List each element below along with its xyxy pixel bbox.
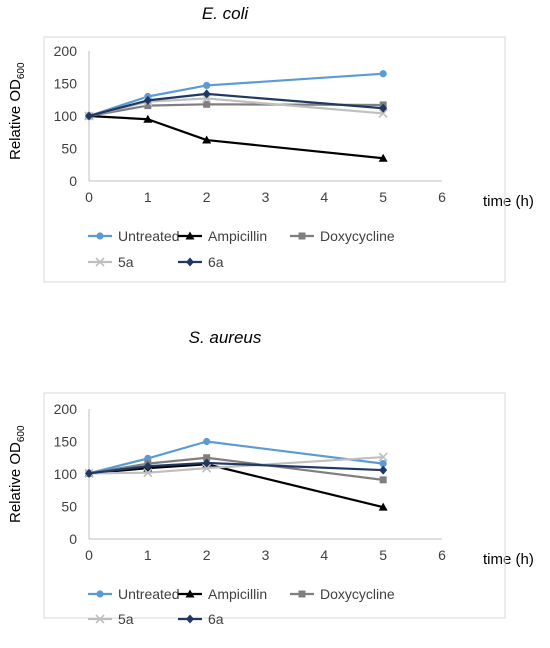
series-line-5a — [88, 456, 384, 475]
chart-title-ecoli: E. coli — [201, 4, 249, 23]
data-point-5a — [378, 452, 388, 462]
x-tick-label: 6 — [438, 189, 446, 205]
legend-item-ampicillin: Ampicillin — [178, 586, 267, 602]
series-line-6a — [88, 461, 384, 475]
legend-marker — [185, 231, 195, 240]
data-point-5a — [143, 468, 153, 478]
data-point-6a — [379, 103, 388, 113]
x-tick-label: 0 — [85, 547, 93, 563]
y-tick-label: 200 — [54, 401, 78, 417]
legend-item-5a: 5a — [88, 254, 134, 270]
data-point-6a — [85, 468, 93, 478]
legend-marker — [298, 232, 306, 240]
legend-label: Untreated — [118, 586, 179, 602]
data-point-6a — [202, 458, 211, 468]
legend-item-doxycycline: Doxycycline — [290, 586, 395, 602]
legend-item-5a: 5a — [88, 611, 134, 627]
y-tick-label: 150 — [54, 434, 78, 450]
legend-label: 6a — [208, 611, 224, 627]
legend-label: Ampicillin — [208, 586, 267, 602]
y-tick-label: 50 — [61, 141, 77, 157]
x-tick-label: 1 — [144, 547, 152, 563]
data-point-5a — [202, 93, 212, 104]
data-point-untreated — [379, 70, 387, 78]
data-point-6a — [202, 89, 211, 99]
data-point-6a — [379, 465, 388, 475]
data-point-5a — [378, 108, 388, 118]
legend-label: 5a — [118, 254, 134, 270]
y-tick-label: 150 — [54, 76, 78, 92]
series-line-doxycycline — [88, 456, 384, 481]
data-point-doxycycline — [203, 454, 211, 462]
legend-marker — [95, 614, 105, 624]
chart-title-saureus: S. aureus — [188, 328, 262, 347]
data-point-ampicillin — [202, 135, 212, 144]
legend-marker — [185, 589, 195, 598]
data-point-untreated — [379, 460, 387, 468]
data-point-5a — [202, 463, 212, 473]
legend-marker — [186, 614, 194, 624]
x-tick-label: 5 — [379, 547, 387, 563]
series-line-doxycycline — [88, 103, 384, 118]
data-point-ampicillin — [378, 153, 388, 162]
x-axis-label-ecoli: time (h) — [483, 193, 534, 210]
legend-marker — [95, 257, 105, 267]
y-tick-label: 0 — [69, 531, 77, 547]
x-tick-label: 0 — [85, 189, 93, 205]
legend-item-untreated: Untreated — [88, 586, 179, 602]
data-point-6a — [143, 461, 152, 471]
y-tick-label: 100 — [54, 108, 78, 124]
x-tick-label: 4 — [320, 547, 328, 563]
chart-frame — [43, 392, 506, 619]
x-tick-label: 5 — [379, 189, 387, 205]
data-point-6a — [143, 95, 152, 105]
chart-frame — [43, 36, 506, 283]
data-point-untreated — [203, 437, 211, 446]
legend-item-doxycycline: Doxycycline — [290, 228, 395, 244]
x-tick-label: 4 — [320, 189, 328, 205]
legend-label: Doxycycline — [320, 228, 395, 244]
legend-marker — [298, 590, 306, 598]
x-tick-label: 1 — [144, 189, 152, 205]
y-tick-label: 100 — [54, 466, 78, 482]
data-point-6a — [85, 111, 93, 121]
series-line-ampicillin — [88, 114, 384, 160]
legend-marker — [96, 232, 104, 240]
legend-item-untreated: Untreated — [88, 228, 179, 244]
legend-label: 6a — [208, 254, 224, 270]
legend-item-ampicillin: Ampicillin — [178, 228, 267, 244]
legend-marker — [186, 257, 194, 267]
series-line-untreated — [88, 440, 384, 475]
data-point-doxycycline — [144, 102, 152, 110]
data-point-ampicillin — [143, 114, 153, 123]
data-point-doxycycline — [203, 100, 211, 108]
y-tick-label: 200 — [54, 43, 78, 59]
x-tick-label: 3 — [262, 547, 270, 563]
x-tick-label: 2 — [203, 189, 211, 205]
y-tick-label: 50 — [61, 499, 77, 515]
legend-label: Ampicillin — [208, 228, 267, 244]
series-line-ampicillin — [88, 463, 384, 509]
legend-label: Untreated — [118, 228, 179, 244]
x-axis-label-saureus: time (h) — [483, 551, 534, 568]
data-point-untreated — [203, 81, 211, 90]
legend-item-6a: 6a — [178, 611, 224, 627]
y-tick-label: 0 — [69, 173, 77, 189]
data-point-ampicillin — [378, 502, 388, 511]
series-line-untreated — [88, 72, 384, 118]
legend-item-6a: 6a — [178, 254, 224, 270]
legend: Untreated Ampicillin Doxycycline 5a 6a — [88, 228, 395, 270]
x-tick-label: 2 — [203, 547, 211, 563]
legend: Untreated Ampicillin Doxycycline 5a 6a — [88, 586, 395, 627]
x-tick-label: 6 — [438, 547, 446, 563]
legend-label: 5a — [118, 611, 134, 627]
legend-marker — [96, 590, 104, 598]
data-point-doxycycline — [379, 476, 387, 484]
series-line-6a — [88, 92, 384, 118]
legend-label: Doxycycline — [320, 586, 395, 602]
x-tick-label: 3 — [262, 189, 270, 205]
